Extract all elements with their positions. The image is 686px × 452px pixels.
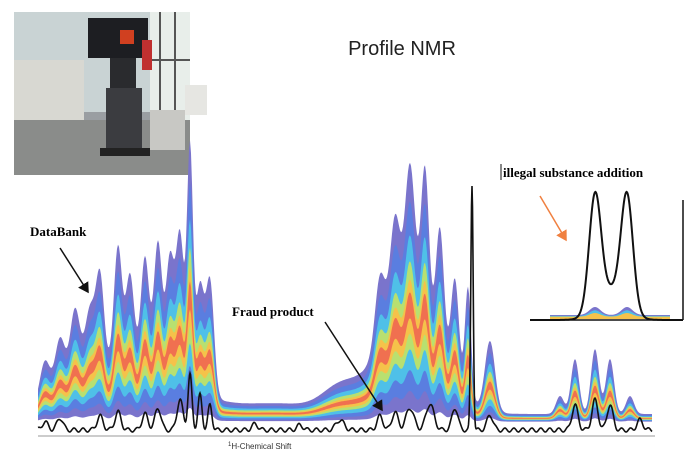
photo [14,12,207,175]
inset-peaks [530,192,683,320]
arrow [540,196,566,240]
figure: Profile NMR 1H-Chemical Shift DataBank F… [0,0,686,452]
fraud-label: Fraud product [232,304,314,319]
databank-label: DataBank [30,224,87,239]
axis-label: 1H-Chemical Shift [228,442,292,451]
arrow [60,248,88,292]
illegal-label: illegal substance addition [503,165,644,180]
inset [530,192,683,320]
spectrum [38,140,652,432]
title: Profile NMR [348,38,456,60]
